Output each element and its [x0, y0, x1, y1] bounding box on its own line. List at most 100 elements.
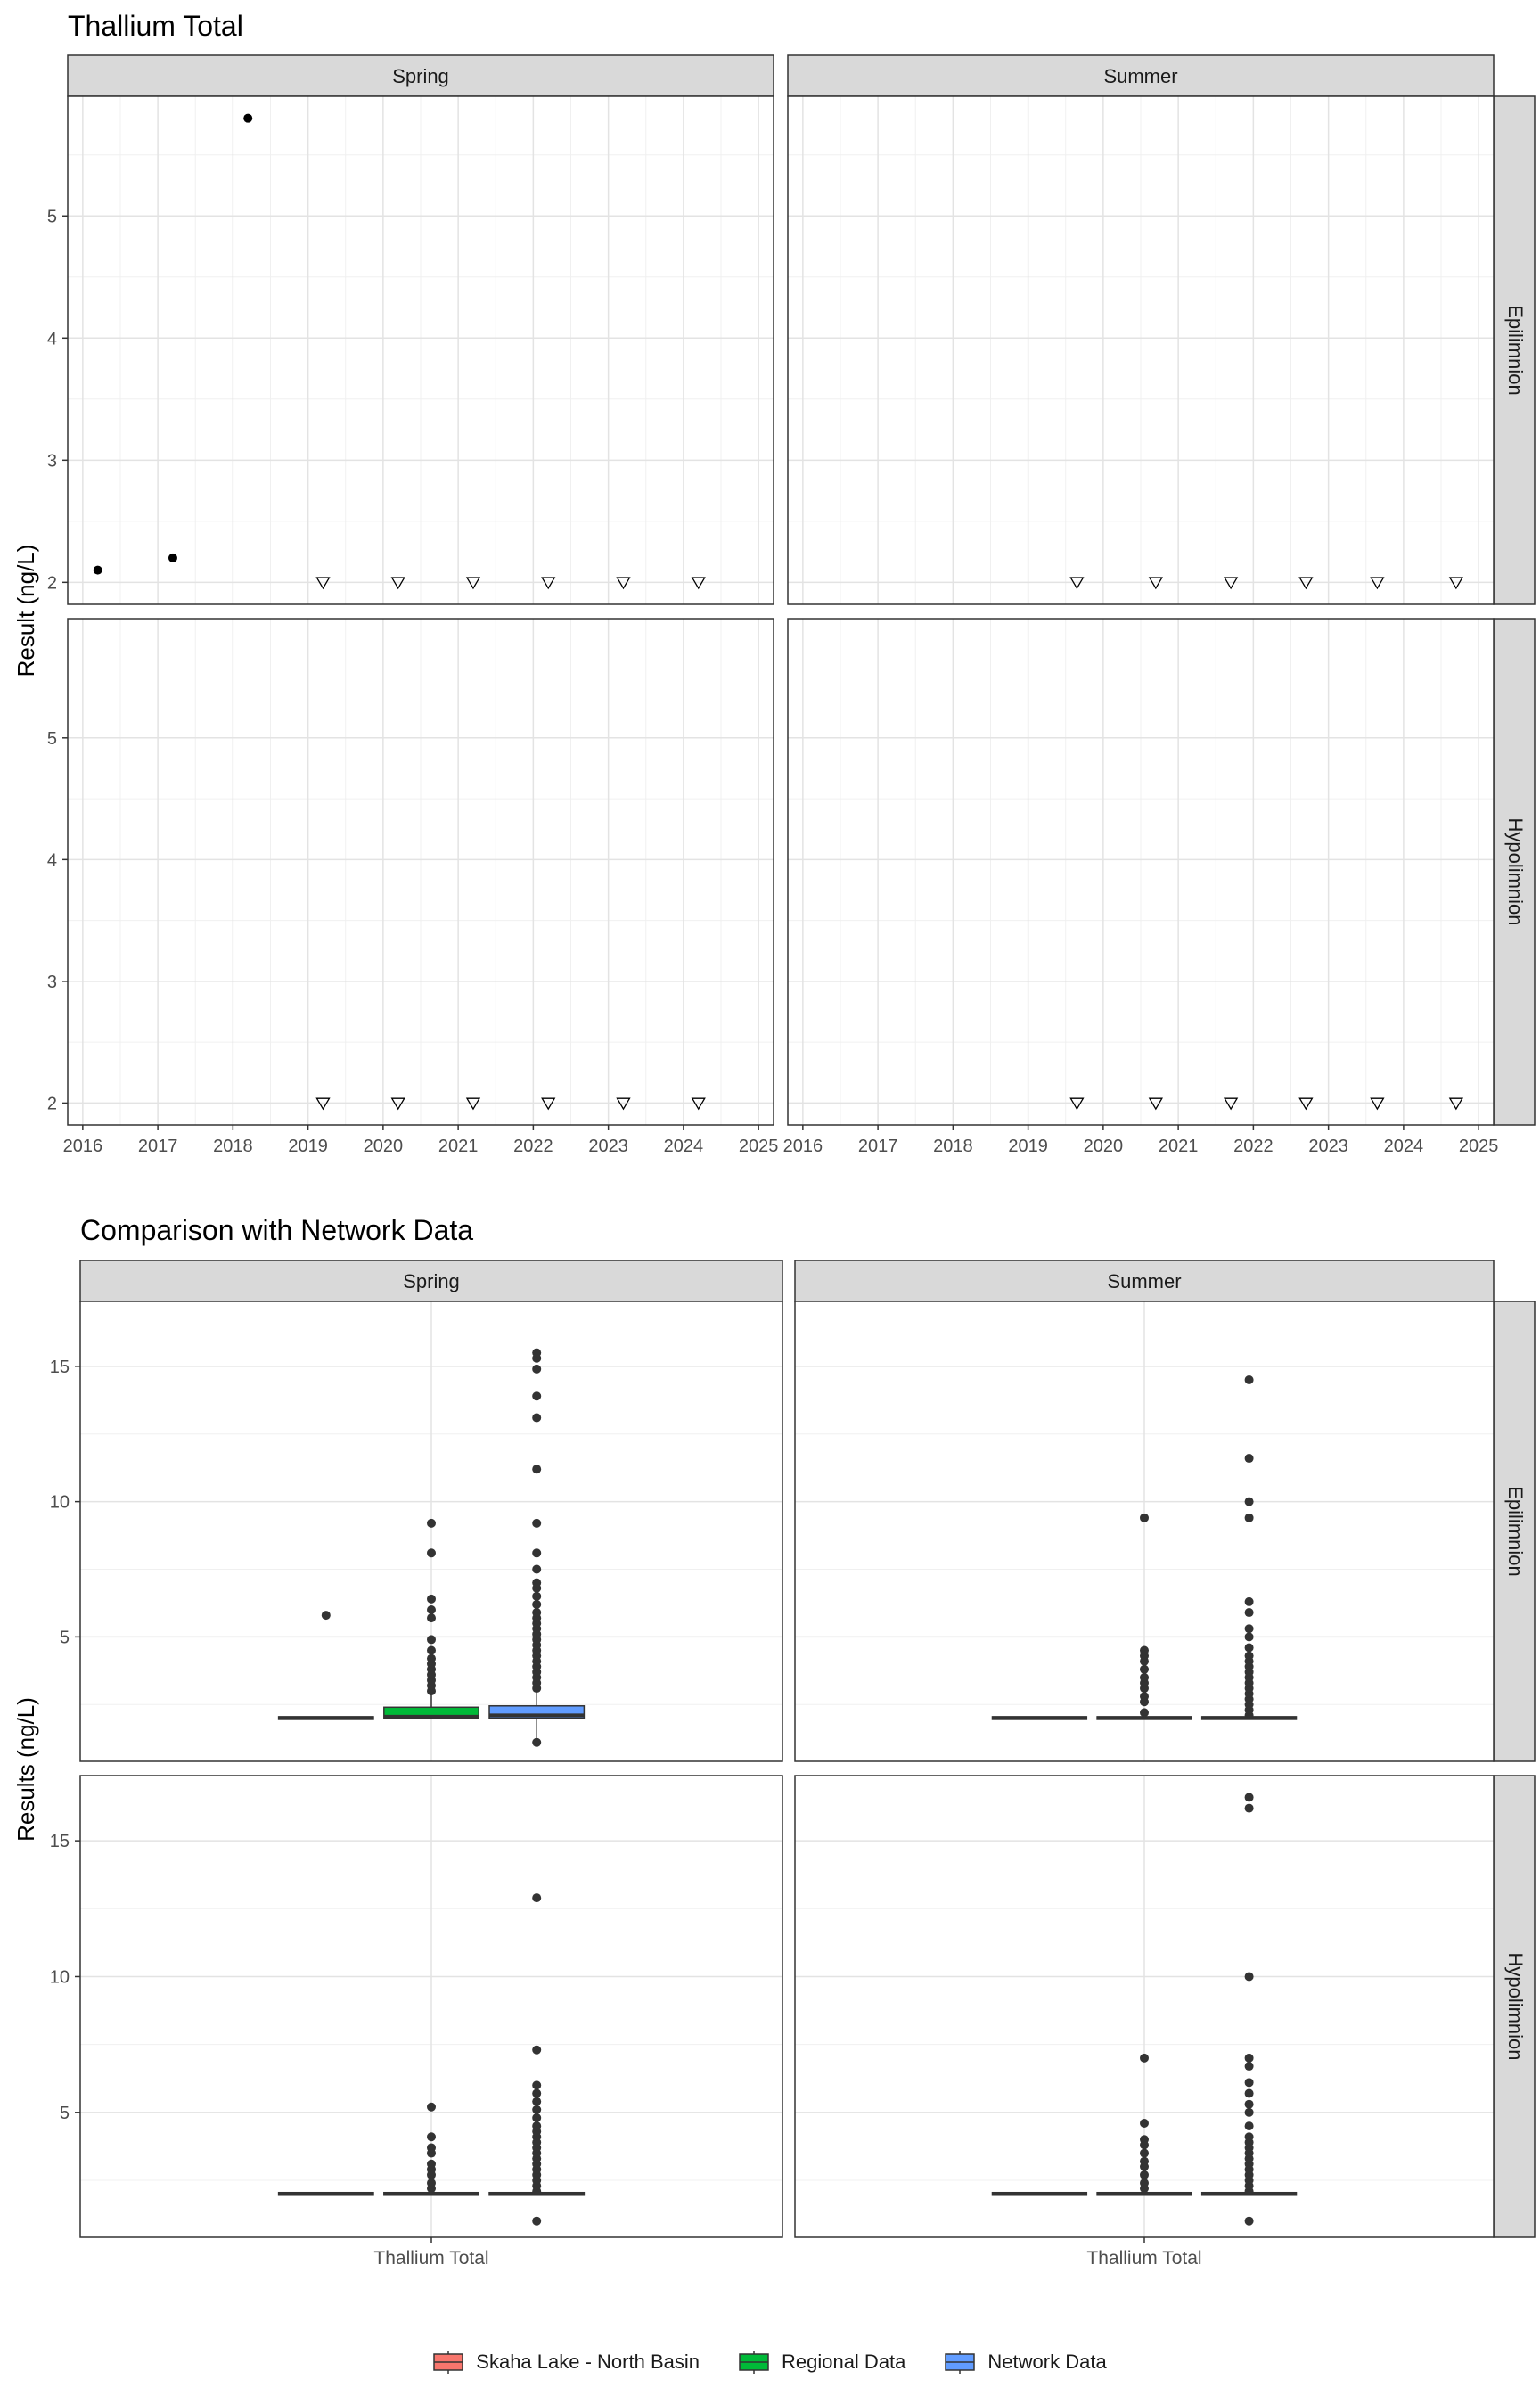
- outlier-point: [1140, 1513, 1149, 1522]
- x-tick-label: Thallium Total: [1086, 2248, 1201, 2269]
- panel-summer-hypolimnion: Thallium Total: [794, 1775, 1495, 2269]
- legend-label-regional: Regional Data: [781, 2351, 906, 2373]
- outlier-point: [427, 1605, 436, 1615]
- outlier-point: [427, 1613, 436, 1623]
- x-tick-label: 2024: [1384, 1136, 1424, 1156]
- outlier-point: [427, 1645, 436, 1655]
- outlier-point: [1244, 1793, 1254, 1802]
- outlier-point: [1140, 1708, 1149, 1718]
- x-tick-label: 2017: [858, 1136, 898, 1156]
- facet-label-summer: Summer: [1107, 1270, 1181, 1292]
- panel-summer-hypolimnion: 2016 2017 2018 2019 2020 2021 2022 2023 2024 2025: [783, 618, 1499, 1156]
- x-tick-label: 2018: [933, 1136, 973, 1156]
- outlier-point: [1244, 2099, 1254, 2109]
- panel-border: [79, 1301, 783, 1762]
- x-tick-label: 2016: [783, 1136, 823, 1156]
- x-tick-label: 2019: [288, 1136, 328, 1156]
- outlier-point: [1244, 1624, 1254, 1634]
- outlier-point: [532, 2121, 542, 2131]
- below-detection-point: [541, 577, 556, 590]
- outlier-point: [1244, 2132, 1254, 2142]
- facet-label-spring: Spring: [392, 65, 449, 87]
- box-regional-data: [383, 2102, 479, 2196]
- below-detection-point: [1148, 1097, 1163, 1111]
- outlier-point: [532, 2096, 542, 2106]
- y-tick-label: 4: [47, 329, 57, 349]
- outlier-point: [532, 2088, 542, 2098]
- panel-border: [794, 1301, 1495, 1762]
- outlier-point: [532, 1413, 542, 1423]
- y-tick-label: 5: [47, 207, 57, 226]
- x-tick-label: 2016: [63, 1136, 103, 1156]
- outlier-point: [1140, 2179, 1149, 2188]
- outlier-point: [1140, 2156, 1149, 2166]
- legend-item-network: Network Data: [945, 2351, 1107, 2374]
- legend-key-network: [945, 2351, 976, 2374]
- x-tick-label: 2017: [138, 1136, 178, 1156]
- below-detection-point: [1223, 1097, 1239, 1111]
- x-tick-label: 2025: [1459, 1136, 1499, 1156]
- outlier-point: [427, 2179, 436, 2188]
- outlier-point: [1140, 2148, 1149, 2158]
- outlier-point: [532, 1391, 542, 1401]
- legend-item-skaha: Skaha Lake - North Basin: [433, 2351, 700, 2374]
- x-tick-label: 2020: [364, 1136, 404, 1156]
- panel-summer-epilimnion: [787, 95, 1495, 605]
- facet-strip-hypolimnion: [1493, 618, 1536, 1126]
- outlier-point: [1244, 2053, 1254, 2063]
- panel-border: [787, 95, 1495, 605]
- outlier-point: [1244, 1643, 1254, 1653]
- outlier-point: [532, 1591, 542, 1601]
- y-tick-label: 2: [47, 573, 57, 593]
- panel-summer-epilimnion: [794, 1301, 1495, 1762]
- below-detection-point: [691, 577, 706, 590]
- box-network-data: [488, 1348, 586, 1747]
- y-tick-label: 4: [47, 850, 57, 870]
- outlier-point: [427, 1548, 436, 1558]
- outlier-point: [532, 1348, 542, 1358]
- outlier-point: [427, 1518, 436, 1528]
- legend-label-network: Network Data: [987, 2351, 1107, 2373]
- box-network-data: [1200, 1793, 1298, 2226]
- box-skaha-lake-north-basin: [991, 2191, 1088, 2196]
- y-tick-label: 10: [50, 1967, 70, 1987]
- time-series-chart: Thallium Total Result (ng/L) Spring Summer E…: [12, 10, 1536, 1156]
- box-skaha-lake-north-basin: [277, 2191, 374, 2196]
- x-tick-label: 2023: [588, 1136, 628, 1156]
- outlier-point: [532, 1518, 542, 1528]
- outlier-point: [1244, 2216, 1254, 2226]
- below-detection-point: [1148, 577, 1163, 590]
- facet-strip-summer: [794, 1260, 1495, 1302]
- box-skaha-lake-north-basin: [277, 1611, 374, 1720]
- outlier-point: [427, 1635, 436, 1645]
- below-detection-point: [616, 577, 631, 590]
- outlier-point: [1244, 1497, 1254, 1506]
- facet-strip-spring: [79, 1260, 783, 1302]
- box-network-data: [1200, 1375, 1298, 1720]
- panel-border: [787, 618, 1495, 1126]
- panel-spring-epilimnion: 5 10 15: [50, 1301, 783, 1762]
- outlier-point: [1244, 2062, 1254, 2072]
- outlier-point: [1244, 1375, 1254, 1385]
- below-detection-point: [541, 1097, 556, 1111]
- outlier-point: [427, 2102, 436, 2112]
- y-tick-label: 3: [47, 451, 57, 471]
- outlier-point: [1140, 2053, 1149, 2063]
- facet-label-spring: Spring: [403, 1270, 460, 1292]
- box-regional-data: [1096, 2053, 1192, 2196]
- x-tick-label: 2021: [1159, 1136, 1199, 1156]
- x-tick-label: 2023: [1308, 1136, 1348, 1156]
- below-detection-point: [1223, 577, 1239, 590]
- facet-strip-epilimnion: [1493, 95, 1536, 605]
- outlier-point: [532, 2080, 542, 2090]
- y-tick-label: 15: [50, 1832, 70, 1851]
- outlier-point: [532, 2045, 542, 2055]
- outlier-point: [532, 1578, 542, 1588]
- y-axis-label: Results (ng/L): [12, 1697, 39, 1842]
- y-tick-label: 3: [47, 972, 57, 992]
- x-tick-label: Thallium Total: [373, 2248, 488, 2269]
- below-detection-point: [465, 1097, 481, 1111]
- outlier-point: [532, 1893, 542, 1903]
- legend-key-skaha: [433, 2351, 464, 2374]
- outlier-point: [532, 1564, 542, 1574]
